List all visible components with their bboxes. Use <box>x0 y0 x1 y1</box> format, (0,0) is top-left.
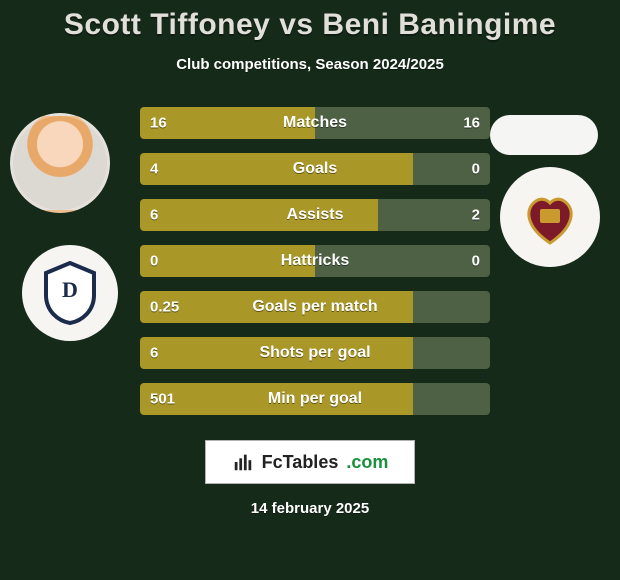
heart-crest-icon <box>518 185 582 249</box>
stat-row: 0.25 Goals per match <box>140 291 490 323</box>
content-area: D 16Matches164Goals06Assists20Hattricks0… <box>0 107 620 427</box>
stat-label: Hattricks <box>281 252 349 270</box>
player2-club-badge <box>500 167 600 267</box>
stat-left-value: 6 <box>150 345 158 362</box>
stat-left-value: 0.25 <box>150 299 179 316</box>
stat-left-value: 4 <box>150 161 158 178</box>
stat-right-value: 2 <box>472 207 480 224</box>
brand-box: FcTables .com <box>205 440 416 484</box>
comparison-card: Scott Tiffoney vs Beni Baningime Club co… <box>0 0 620 580</box>
player2-name: Beni Baningime <box>322 8 556 41</box>
stat-label: Goals <box>293 160 337 178</box>
stat-label: Min per goal <box>268 390 362 408</box>
stat-bars: 16 Matches 16 4 Goals 0 6 Assists 2 0 Hattricks 0 0.… <box>140 107 490 429</box>
stat-row: 4 Goals 0 <box>140 153 490 185</box>
stat-left-value: 16 <box>150 115 167 132</box>
chart-icon <box>232 451 254 473</box>
svg-text:D: D <box>62 277 78 302</box>
player2-avatar <box>490 115 598 155</box>
player1-name: Scott Tiffoney <box>64 8 270 41</box>
stat-label: Assists <box>287 206 344 224</box>
stat-right-value: 0 <box>472 161 480 178</box>
stat-left-value: 6 <box>150 207 158 224</box>
stat-label: Shots per goal <box>259 344 370 362</box>
date-text: 14 february 2025 <box>0 500 620 517</box>
page-title: Scott Tiffoney vs Beni Baningime <box>0 8 620 42</box>
stat-left-value: 501 <box>150 391 175 408</box>
stat-row: 16 Matches 16 <box>140 107 490 139</box>
stat-right-value: 0 <box>472 253 480 270</box>
stat-row: 0 Hattricks 0 <box>140 245 490 277</box>
brand-suffix: .com <box>346 452 388 473</box>
stat-label: Goals per match <box>252 298 377 316</box>
footer: FcTables .com 14 february 2025 <box>0 440 620 517</box>
player1-club-badge: D <box>22 245 118 341</box>
stat-row: 6 Shots per goal <box>140 337 490 369</box>
vs-text: vs <box>279 8 313 41</box>
brand-name: FcTables <box>262 452 339 473</box>
stat-row: 6 Assists 2 <box>140 199 490 231</box>
shield-icon: D <box>42 261 98 325</box>
subtitle: Club competitions, Season 2024/2025 <box>0 56 620 73</box>
stat-left-value: 0 <box>150 253 158 270</box>
player1-avatar <box>10 113 110 213</box>
stat-right-value: 16 <box>463 115 480 132</box>
stat-row: 501 Min per goal <box>140 383 490 415</box>
stat-label: Matches <box>283 114 347 132</box>
